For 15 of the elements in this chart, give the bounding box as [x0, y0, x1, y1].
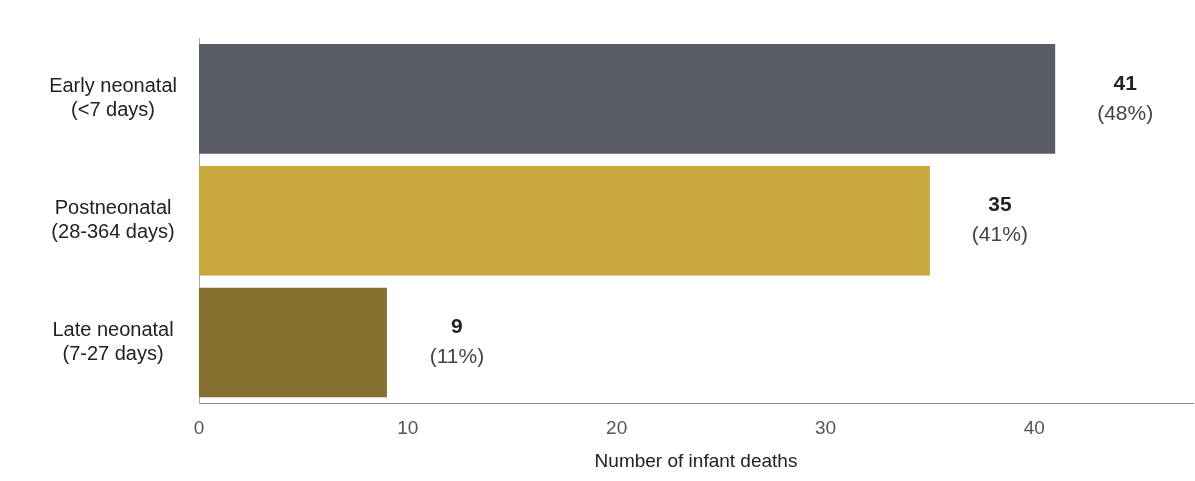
data-label: 9 (11%): [429, 314, 485, 368]
y-tick-label: Early neonatal (<7 days): [49, 74, 178, 121]
x-tick-label: 30: [814, 417, 837, 439]
bar: [199, 165, 930, 276]
y-tick-label: Postneonatal (28-364 days): [51, 196, 175, 243]
bar: [199, 44, 1056, 154]
x-tick-label: 10: [397, 417, 419, 439]
y-tick-label: Late neonatal (7-27 days): [52, 318, 174, 365]
bar: [199, 287, 387, 398]
x-tick-label: 0: [193, 417, 205, 439]
x-axis-title: Number of infant deaths: [594, 449, 798, 471]
data-label: 41 (48%): [1097, 70, 1154, 124]
x-tick-label: 20: [606, 417, 628, 439]
data-label: 35 (41%): [971, 192, 1028, 246]
x-tick-label: 40: [1023, 417, 1045, 439]
